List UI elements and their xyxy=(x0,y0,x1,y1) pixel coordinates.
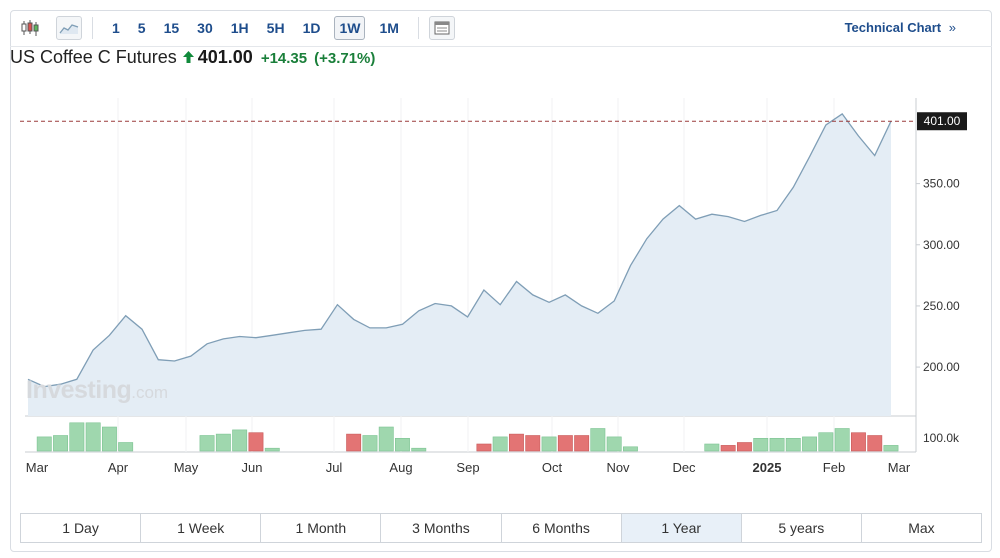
range-5-years[interactable]: 5 years xyxy=(741,514,862,542)
price-tick-label: 200.00 xyxy=(923,360,960,374)
interval-1d[interactable]: 1D xyxy=(302,20,321,36)
range-1-month[interactable]: 1 Month xyxy=(261,514,382,542)
price-area xyxy=(28,113,891,417)
technical-chart-label: Technical Chart xyxy=(844,20,942,35)
price-tick-label: 250.00 xyxy=(923,299,960,313)
volume-bar xyxy=(248,432,264,452)
volume-bar xyxy=(476,443,492,452)
x-axis-label: Oct xyxy=(542,460,563,475)
volume-bar xyxy=(720,445,736,452)
volume-bar xyxy=(769,437,785,452)
volume-bar xyxy=(802,436,818,452)
interval-5[interactable]: 5 xyxy=(137,20,146,36)
price-tick-label: 350.00 xyxy=(923,177,960,191)
price-chart[interactable]: 200.00 250.00 300.00 350.00 401.00 100.0k Mar A… xyxy=(0,0,1000,500)
volume-bar xyxy=(346,433,362,452)
range-1-year[interactable]: 1 Year xyxy=(621,514,742,542)
interval-1m[interactable]: 1M xyxy=(379,20,399,36)
volume-bar xyxy=(411,447,427,452)
volume-bar xyxy=(541,436,557,452)
volume-bar xyxy=(215,433,231,452)
interval-1w[interactable]: 1W xyxy=(334,16,366,40)
range-6-months[interactable]: 6 Months xyxy=(501,514,622,542)
range-1-day[interactable]: 1 Day xyxy=(21,514,142,542)
layout-icon[interactable] xyxy=(428,16,455,40)
range-max[interactable]: Max xyxy=(861,514,981,542)
x-axis-label: Sep xyxy=(456,460,479,475)
range-3-months[interactable]: 3 Months xyxy=(381,514,502,542)
toolbar-divider xyxy=(417,17,419,39)
volume-bar xyxy=(69,422,85,452)
range-selector: 1 Day 1 Week 1 Month 3 Months 6 Months 1 Year… xyxy=(20,513,982,543)
volume-bar xyxy=(264,447,280,452)
x-axis-label: Jun xyxy=(242,460,263,475)
volume-bar xyxy=(492,436,508,452)
last-price-tag-label: 401.00 xyxy=(924,114,961,128)
volume-bar xyxy=(199,435,215,452)
volume-bar xyxy=(850,432,866,452)
double-chevron-right-icon: » xyxy=(948,20,956,35)
chart-toolbar: 1 5 15 30 1H 5H 1D 1W 1M Technical Chart » xyxy=(10,10,992,47)
volume-bar xyxy=(574,435,590,452)
interval-30[interactable]: 30 xyxy=(197,20,213,36)
arrow-up-icon xyxy=(182,51,194,66)
volume-bar xyxy=(102,426,117,452)
volume-bar xyxy=(118,442,134,452)
interval-1[interactable]: 1 xyxy=(112,20,120,36)
price-line xyxy=(27,113,892,388)
volume-axis-label: 100.0k xyxy=(923,431,960,445)
price-tick-label: 300.00 xyxy=(923,238,960,252)
interval-15[interactable]: 15 xyxy=(163,20,180,36)
price-change: +14.35 xyxy=(260,50,308,67)
x-axis-label: May xyxy=(174,460,199,475)
x-axis-label: Jul xyxy=(326,460,343,475)
interval-1h[interactable]: 1H xyxy=(230,20,249,36)
volume-bar xyxy=(818,432,834,452)
volume-bar xyxy=(622,446,638,452)
volume-bar xyxy=(557,435,573,452)
volume-bar xyxy=(362,435,378,452)
investing-logo: Investing.com xyxy=(26,376,168,405)
x-axis-label: Dec xyxy=(672,460,696,475)
x-axis-label: Feb xyxy=(823,460,845,475)
last-price: 401.00 xyxy=(197,47,253,67)
quote-header: US Coffee C Futures 401.00 +14.35 (+3.71… xyxy=(10,47,375,68)
volume-bar xyxy=(704,443,720,452)
x-axis-label: 2025 xyxy=(753,460,782,475)
volume-bar xyxy=(525,435,541,452)
volume-bar xyxy=(867,435,883,452)
volume-bar xyxy=(394,437,410,452)
watermark-suffix: .com xyxy=(131,383,169,402)
candlestick-icon[interactable] xyxy=(18,17,42,39)
volume-bar xyxy=(834,428,850,452)
interval-5h[interactable]: 5H xyxy=(266,20,285,36)
volume-bar xyxy=(85,422,101,452)
x-axis-label: Mar xyxy=(888,460,911,475)
volume-bar xyxy=(753,437,769,452)
x-axis-label: Aug xyxy=(389,460,412,475)
x-axis-label: Mar xyxy=(26,460,49,475)
toolbar-divider xyxy=(92,17,93,39)
technical-chart-link[interactable]: Technical Chart » xyxy=(845,20,956,35)
instrument-name: US Coffee C Futures xyxy=(10,47,177,67)
area-chart-icon[interactable] xyxy=(56,16,82,40)
volume-bar xyxy=(508,433,524,452)
volume-bar xyxy=(590,428,606,452)
price-change-percent: (+3.71%) xyxy=(314,50,376,67)
watermark-brand: Investing xyxy=(26,376,132,404)
volume-bar xyxy=(36,436,52,452)
range-1-week[interactable]: 1 Week xyxy=(141,514,262,542)
volume-bar xyxy=(606,436,622,452)
volume-bar xyxy=(53,435,69,452)
last-price-tag xyxy=(917,112,967,131)
interval-selector: 1 5 15 30 1H 5H 1D 1W 1M xyxy=(103,16,408,40)
x-axis-label: Nov xyxy=(606,460,630,475)
volume-bar xyxy=(785,437,801,452)
volume-bar xyxy=(883,445,899,452)
volume-bar xyxy=(736,442,752,452)
volume-bar xyxy=(232,429,248,452)
x-axis-label: Apr xyxy=(108,460,129,475)
volume-bar xyxy=(378,426,394,452)
